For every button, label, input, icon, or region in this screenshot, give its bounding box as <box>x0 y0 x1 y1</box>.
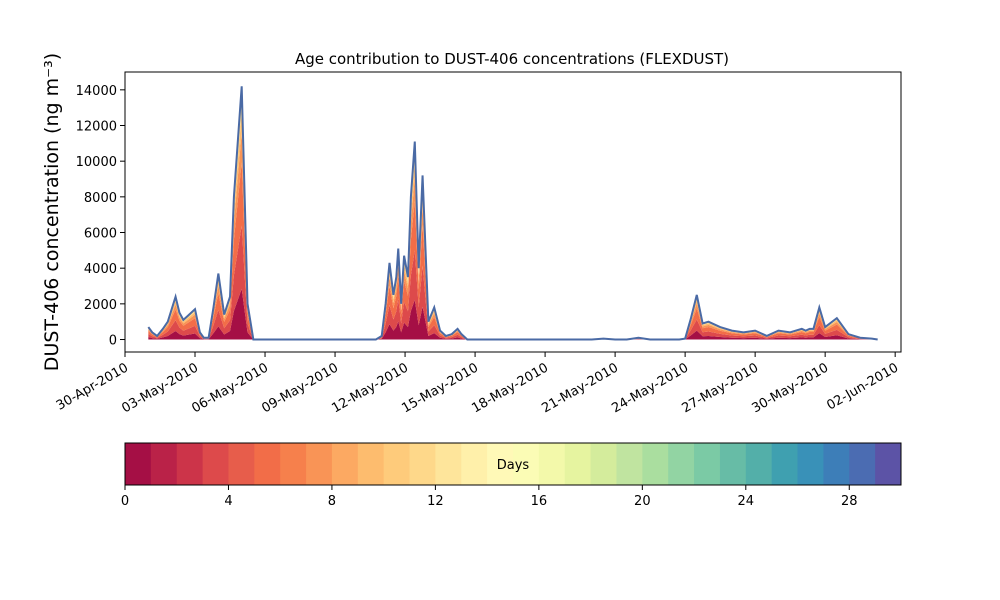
colorbar-cell <box>306 443 333 485</box>
colorbar-tick-label: 16 <box>531 494 548 509</box>
y-tick-label: 2000 <box>84 298 117 313</box>
colorbar-cell <box>150 443 178 485</box>
colorbar-tick-label: 24 <box>738 494 755 509</box>
colorbar-cell <box>125 443 152 485</box>
colorbar-cell <box>771 443 799 485</box>
colorbar-cell <box>875 443 902 485</box>
age-area-6 <box>148 86 878 340</box>
total-concentration-line <box>147 86 878 341</box>
y-tick-label: 10000 <box>76 155 117 170</box>
colorbar-cell <box>331 443 359 485</box>
chart-title: Age contribution to DUST-406 concentrati… <box>295 50 729 68</box>
x-tick-label: 21-May-2010 <box>539 360 621 416</box>
age-area-1 <box>148 225 878 340</box>
age-area-5 <box>148 96 878 340</box>
x-tick-label: 18-May-2010 <box>469 360 551 416</box>
colorbar-cell <box>280 443 307 485</box>
colorbar-cell <box>202 443 229 485</box>
x-tick-label: 03-May-2010 <box>119 360 201 416</box>
colorbar-tick-label: 0 <box>121 494 129 509</box>
age-areas <box>148 86 878 340</box>
y-tick-label: 14000 <box>76 84 117 99</box>
x-tick-label: 30-Apr-2010 <box>54 360 131 413</box>
x-tick-label: 02-Jun-2010 <box>824 360 901 413</box>
colorbar-cell <box>719 443 747 485</box>
colorbar-cell <box>254 443 281 485</box>
colorbar-frame <box>124 442 902 486</box>
y-tick-label: 8000 <box>84 191 117 206</box>
y-axis: 0 2000 4000 6000 8000 10000 12000 14000 <box>76 84 125 349</box>
colorbar-tick-label: 12 <box>427 494 444 509</box>
colorbar-cell <box>590 443 617 485</box>
colorbar-label: Days <box>497 458 530 473</box>
x-tick-label: 09-May-2010 <box>259 360 341 416</box>
colorbar-cell <box>487 443 514 485</box>
colorbar-cell <box>668 443 695 485</box>
colorbar-cell <box>642 443 669 485</box>
colorbar-cell <box>409 443 436 485</box>
colorbar-cell <box>357 443 385 485</box>
age-area-0 <box>148 288 878 340</box>
colorbar-cell <box>435 443 462 485</box>
colorbar-cell <box>745 443 773 485</box>
x-tick-label: 24-May-2010 <box>609 360 691 416</box>
colorbar-tick-label: 4 <box>224 494 232 509</box>
colorbar-cell <box>513 443 540 485</box>
colorbar-cell <box>228 443 255 485</box>
plot-frame <box>124 71 902 353</box>
x-axis: 30-Apr-201003-May-201006-May-201009-May-… <box>54 352 901 416</box>
y-tick-label: 12000 <box>76 120 117 135</box>
x-tick-label: 30-May-2010 <box>749 360 831 416</box>
colorbar: Days 0 4 8 12 16 20 24 28 <box>121 442 902 509</box>
age-area-4 <box>148 111 878 340</box>
x-tick-label: 06-May-2010 <box>189 360 271 416</box>
x-tick-label: 15-May-2010 <box>399 360 481 416</box>
colorbar-tick-label: 28 <box>841 494 858 509</box>
y-tick-label: 4000 <box>84 262 117 277</box>
colorbar-tick-label: 8 <box>328 494 336 509</box>
colorbar-cell <box>461 443 488 485</box>
colorbar-cell <box>176 443 204 485</box>
colorbar-cell <box>616 443 643 485</box>
colorbar-cell <box>564 443 592 485</box>
y-tick-label: 0 <box>109 334 117 349</box>
colorbar-cell <box>538 443 566 485</box>
age-area-3 <box>148 131 878 340</box>
plot-area <box>124 71 902 353</box>
y-axis-label: DUST-406 concentration (ng m⁻³) <box>41 53 63 371</box>
x-tick-label: 12-May-2010 <box>329 360 411 416</box>
x-tick-label: 27-May-2010 <box>679 360 761 416</box>
colorbar-cell <box>383 443 411 485</box>
colorbar-cell <box>797 443 824 485</box>
colorbar-cell <box>694 443 721 485</box>
age-area-2 <box>148 162 878 340</box>
y-tick-label: 6000 <box>84 227 117 242</box>
colorbar-cell <box>849 443 876 485</box>
colorbar-cell <box>823 443 850 485</box>
colorbar-tick-label: 20 <box>634 494 651 509</box>
